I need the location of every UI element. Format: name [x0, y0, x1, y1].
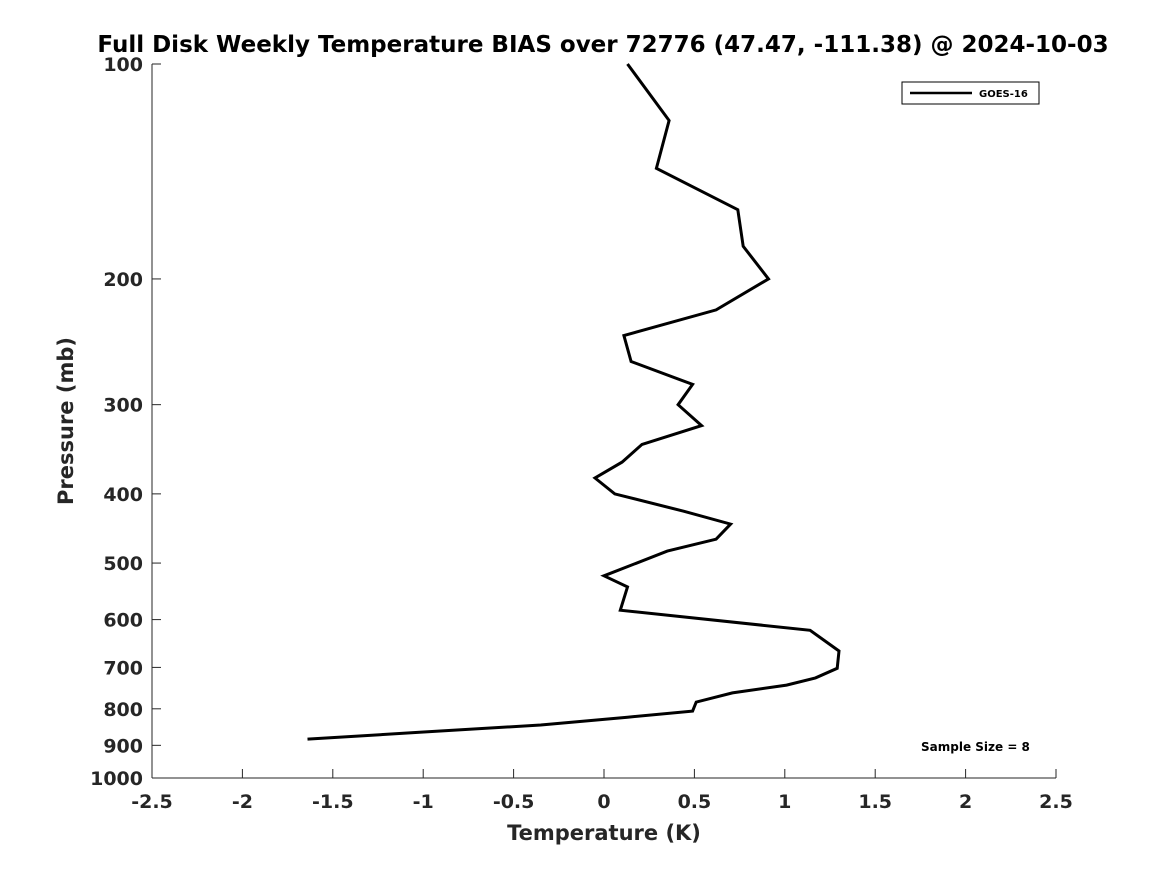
y-tick-label: 500 [103, 553, 143, 575]
x-ticks: -2.5 -2 -1.5 -1 -0.5 0 0.5 1 1.5 2 2.5 [131, 769, 1073, 813]
x-tick-label: -2.5 [131, 791, 173, 813]
chart-title: Full Disk Weekly Temperature BIAS over 7… [97, 32, 1108, 58]
y-ticks: 100 200 300 400 500 600 700 800 900 1000 [90, 54, 161, 790]
x-tick-label: -0.5 [493, 791, 535, 813]
y-tick-label: 800 [103, 699, 143, 721]
x-axis-label: Temperature (K) [507, 821, 701, 845]
legend-label-goes-16: GOES-16 [979, 89, 1028, 100]
series-group [307, 63, 841, 741]
x-tick-label: 0.5 [678, 791, 712, 813]
sample-size-annotation: Sample Size = 8 [921, 740, 1030, 754]
x-tick-label: -2 [232, 791, 253, 813]
x-tick-label: 2.5 [1039, 791, 1073, 813]
y-axis-label: Pressure (mb) [54, 337, 78, 505]
legend: GOES-16 [901, 81, 1040, 105]
y-tick-label: 700 [103, 657, 143, 679]
y-tick-label: 400 [103, 484, 143, 506]
x-tick-label: 0 [597, 791, 610, 813]
x-tick-label: 1.5 [858, 791, 892, 813]
x-tick-label: -1 [413, 791, 434, 813]
y-tick-label: 100 [103, 54, 143, 76]
y-tick-label: 1000 [90, 768, 143, 790]
y-tick-label: 600 [103, 610, 143, 632]
x-tick-label: 2 [959, 791, 972, 813]
series-line-goes-16 [307, 63, 841, 741]
x-tick-label: -1.5 [312, 791, 354, 813]
axes [151, 64, 1056, 779]
x-tick-label: 1 [778, 791, 791, 813]
y-tick-label: 900 [103, 735, 143, 757]
y-tick-label: 300 [103, 395, 143, 417]
y-tick-label: 200 [103, 269, 143, 291]
